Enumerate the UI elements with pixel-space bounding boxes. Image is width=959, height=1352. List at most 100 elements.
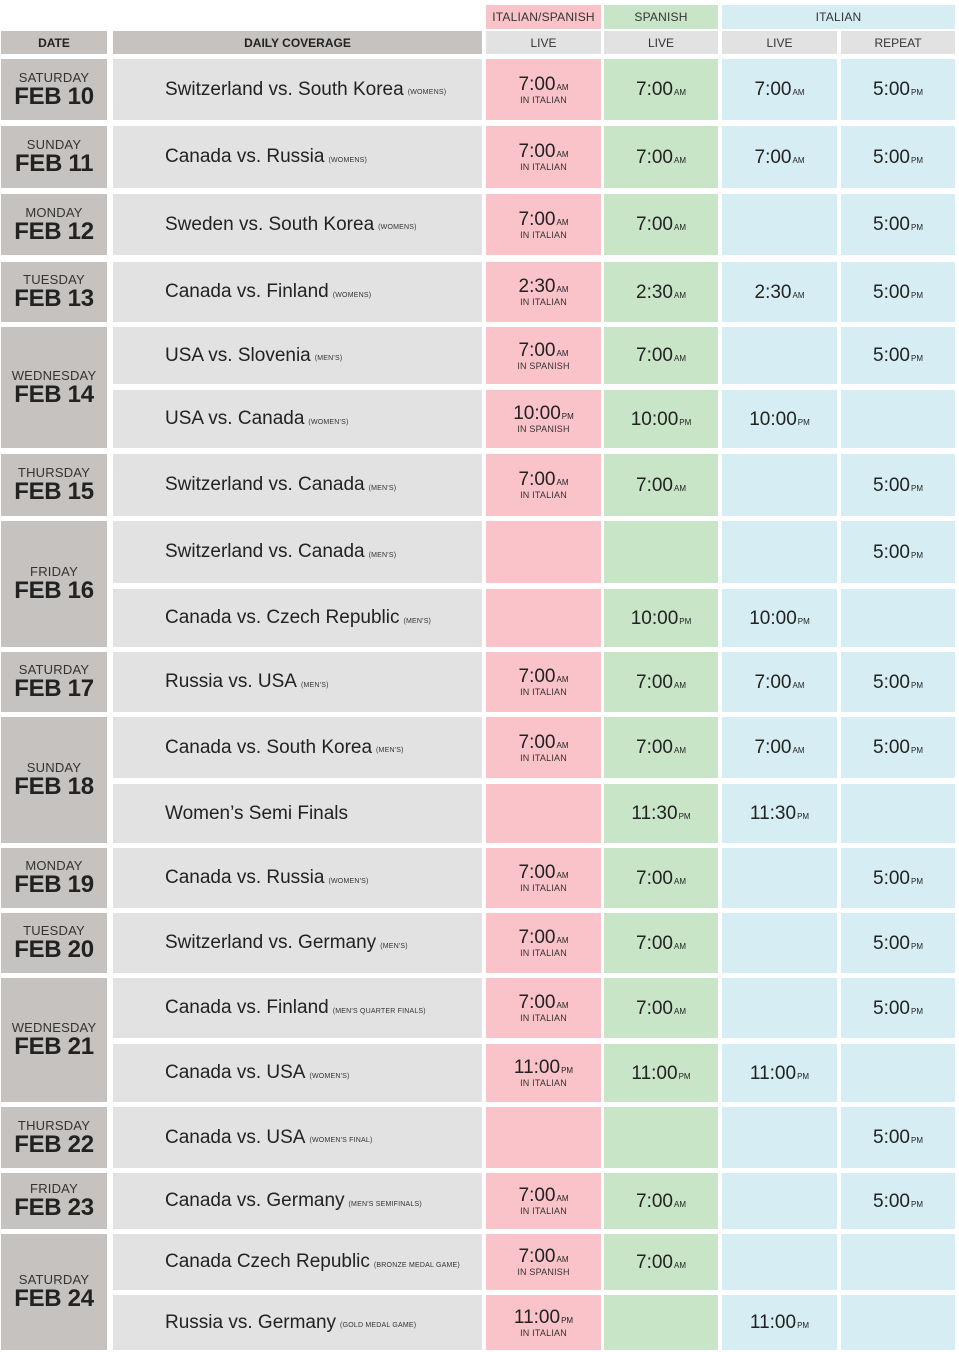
italian-repeat-cell: 5:00PM (841, 521, 955, 583)
time-value: 7:00 (636, 474, 673, 496)
game-name: Canada vs. USA (165, 1062, 306, 1083)
airtime: 11:00PM (514, 1058, 573, 1077)
column-header-live-italian: LIVE (722, 31, 837, 54)
game-name: Russia vs. USA (165, 671, 297, 692)
italian-live-cell (722, 327, 837, 384)
airtime: 10:00PM (749, 410, 810, 429)
italian-live-cell (722, 913, 837, 973)
game-name: USA vs. Canada (165, 408, 305, 429)
spanish-live-cell: 7:00AM (604, 126, 718, 188)
game-note: (MEN'S) (376, 747, 404, 754)
italian-spanish-live-cell: 11:00PM IN ITALIAN (486, 1044, 601, 1102)
language-note: IN ITALIAN (520, 297, 567, 307)
language-note: IN ITALIAN (520, 948, 567, 958)
am-pm: AM (556, 936, 569, 945)
italian-live-cell: 11:30PM (722, 784, 837, 843)
spanish-live-cell (604, 1295, 718, 1350)
date-label: FEB 11 (14, 150, 94, 177)
game-note: (MEN'S QUARTER FINALS) (332, 1007, 426, 1015)
day-of-week: TUESDAY (23, 923, 85, 938)
time-value: 7:00 (518, 992, 556, 1013)
game-row: Switzerland vs. South Korea (WOMENS) (113, 59, 482, 120)
airtime: 11:00PM (514, 1308, 573, 1327)
italian-live-cell (722, 978, 837, 1038)
am-pm: AM (556, 348, 569, 358)
time-value: 10:00 (630, 408, 679, 430)
italian-live-cell: 2:30AM (722, 262, 837, 322)
am-pm: AM (673, 680, 686, 690)
airtime: 5:00PM (873, 148, 923, 167)
spanish-live-cell: 7:00AM (604, 848, 718, 908)
time-value: 5:00 (873, 1127, 910, 1148)
language-note: IN ITALIAN (520, 94, 567, 105)
day-of-week: THURSDAY (17, 465, 91, 480)
italian-live-cell (722, 1173, 837, 1229)
time-value: 7:00 (754, 146, 792, 168)
game-row: Canada vs. Russia (WOMEN'S) (113, 848, 482, 908)
time-value: 7:00 (636, 997, 673, 1019)
italian-spanish-live-cell: 7:00AM IN SPANISH (486, 1234, 601, 1290)
game-name: Canada vs. Germany (165, 1190, 345, 1211)
spanish-live-cell: 10:00PM (604, 390, 718, 448)
italian-live-cell: 7:00AM (722, 59, 837, 120)
day-of-week: SATURDAY (18, 1272, 90, 1287)
time-value: 7:00 (636, 737, 673, 758)
time-value: 7:00 (636, 1190, 673, 1212)
date-label: FEB 21 (14, 1033, 94, 1060)
am-pm: AM (792, 155, 805, 165)
italian-spanish-live-cell: 7:00AM IN SPANISH (486, 327, 601, 384)
time-value: 11:30 (631, 803, 678, 824)
am-pm: AM (556, 82, 569, 92)
italian-repeat-cell: 5:00PM (841, 652, 955, 712)
time-value: 5:00 (873, 671, 910, 693)
am-pm: AM (556, 1194, 569, 1203)
italian-live-cell: 7:00AM (722, 126, 837, 188)
italian-spanish-live-cell: 7:00AM IN ITALIAN (486, 454, 601, 516)
time-value: 5:00 (873, 737, 910, 758)
am-pm: AM (556, 871, 569, 880)
game-name: Canada vs. Finland (165, 997, 329, 1018)
time-value: 2:30 (518, 276, 556, 297)
italian-repeat-cell (841, 1295, 955, 1350)
italian-spanish-live-cell: 11:00PM IN ITALIAN (486, 1295, 601, 1350)
airtime: 7:00AM (755, 80, 805, 99)
day-of-week: TUESDAY (23, 272, 85, 287)
airtime: 10:00PM (631, 410, 692, 429)
am-pm: AM (673, 155, 686, 165)
game-note: (WOMENS) (407, 89, 447, 96)
am-pm: PM (910, 88, 923, 97)
time-value: 5:00 (873, 146, 910, 168)
game-note: (MEN'S) (368, 551, 397, 559)
am-pm: PM (910, 483, 923, 493)
italian-live-cell (722, 848, 837, 908)
language-note: IN SPANISH (517, 1267, 570, 1277)
time-value: 7:00 (754, 737, 792, 758)
date-label: FEB 14 (14, 380, 94, 408)
italian-repeat-cell: 5:00PM (841, 913, 955, 973)
date-cell: MONDAY FEB 12 (1, 194, 107, 255)
time-value: 5:00 (873, 1190, 910, 1212)
time-value: 7:00 (518, 208, 556, 230)
time-value: 7:00 (518, 73, 556, 95)
date-label: FEB 23 (14, 1194, 94, 1221)
italian-live-cell (722, 454, 837, 516)
day-of-week: WEDNESDAY (11, 367, 97, 383)
spanish-live-cell: 7:00AM (604, 652, 718, 712)
am-pm: AM (556, 740, 569, 750)
am-pm: PM (910, 223, 923, 232)
language-note: IN ITALIAN (520, 162, 567, 172)
language-note: IN SPANISH (517, 424, 570, 434)
language-note: IN ITALIAN (520, 752, 567, 763)
time-value: 7:00 (518, 1185, 556, 1206)
am-pm: PM (561, 412, 574, 421)
game-name: Switzerland vs. Canada (165, 541, 365, 562)
italian-spanish-live-cell: 2:30AM IN ITALIAN (486, 262, 601, 322)
date-label: FEB 22 (14, 1130, 94, 1158)
game-name: Women’s Semi Finals (165, 802, 349, 824)
day-of-week: SATURDAY (18, 69, 90, 85)
date-cell: FRIDAY FEB 23 (1, 1173, 107, 1229)
italian-repeat-cell (841, 589, 955, 647)
airtime: 5:00PM (873, 476, 923, 495)
spanish-live-cell: 7:00AM (604, 978, 718, 1038)
time-value: 5:00 (873, 281, 910, 303)
